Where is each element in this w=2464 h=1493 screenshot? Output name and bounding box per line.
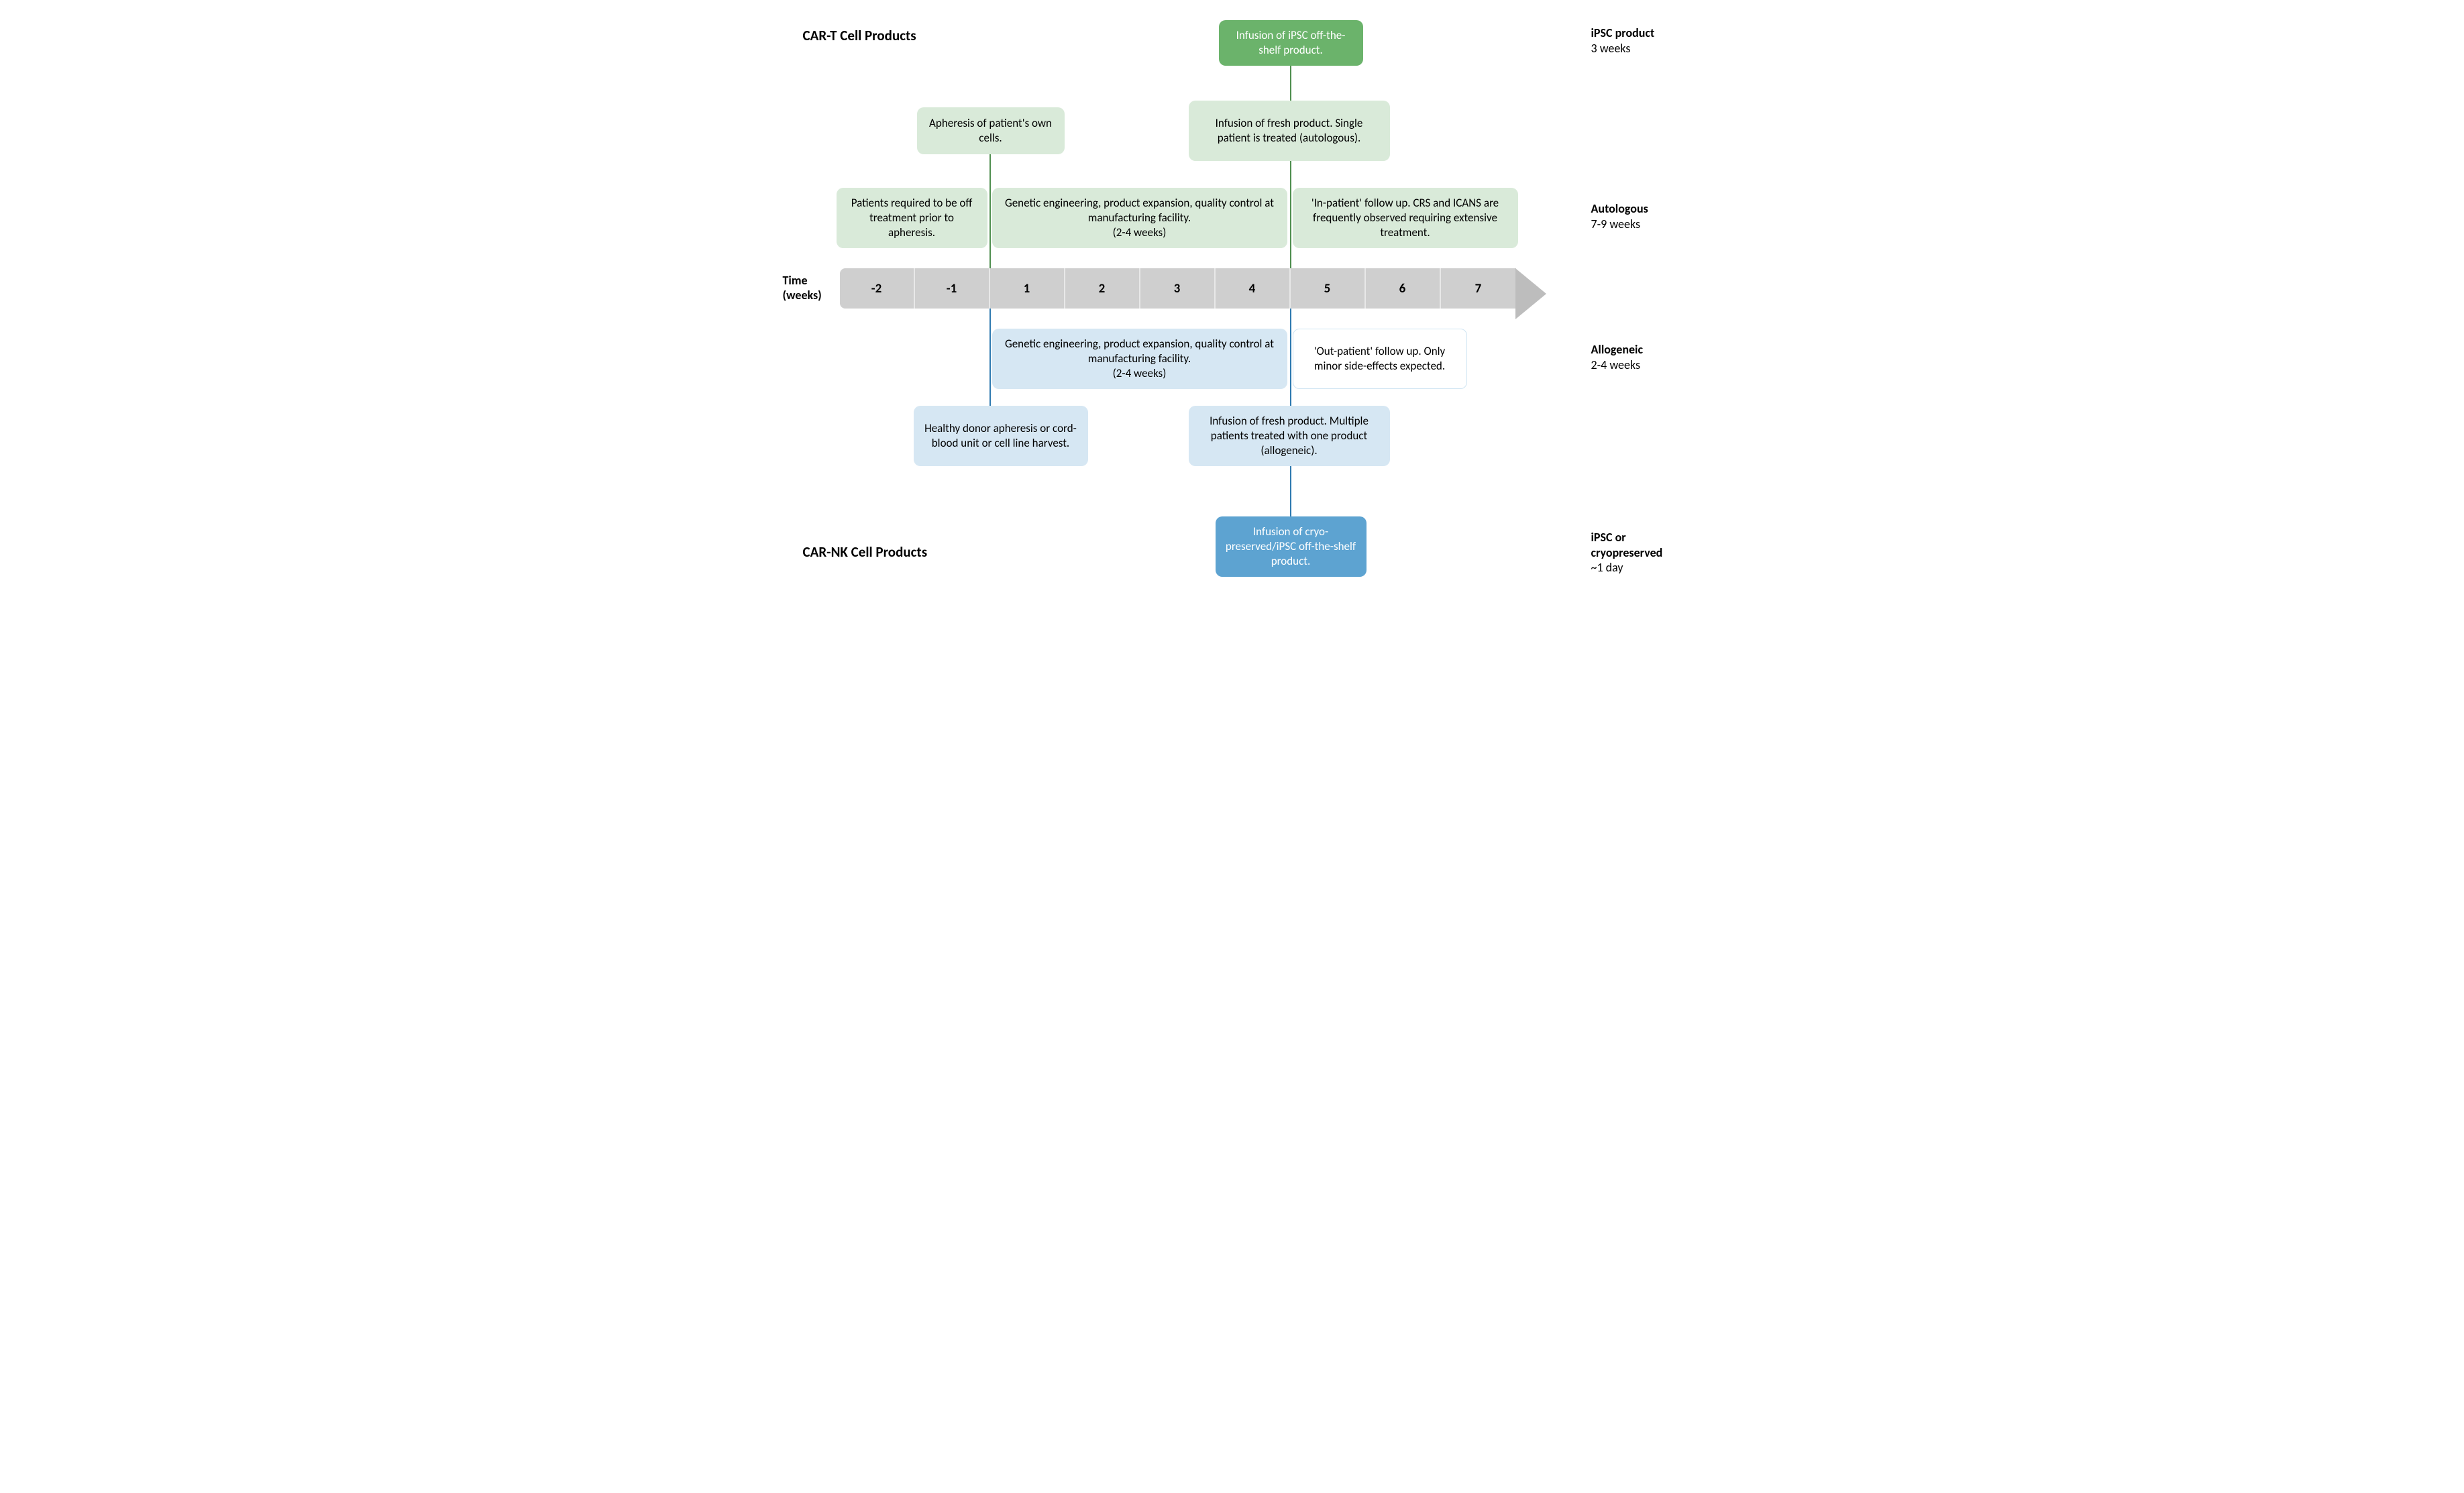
label-autologous-bold: Autologous xyxy=(1591,201,1648,216)
timeline-cell: 1 xyxy=(990,268,1065,309)
box-followup-carnk: 'Out-patient' follow up. Only minor side… xyxy=(1293,329,1467,389)
label-allogeneic-sub: 2-4 weeks xyxy=(1591,357,1641,372)
box-fresh-allogeneic: Infusion of fresh product. Multiple pati… xyxy=(1189,406,1390,466)
diagram-root: CAR-T Cell Products CAR-NK Cell Products… xyxy=(769,20,1695,590)
timeline-arrowhead xyxy=(1515,268,1546,319)
axis-label: Time (weeks) xyxy=(783,274,822,302)
title-car-t: CAR-T Cell Products xyxy=(803,27,916,44)
label-ipsc-cryo-sub: ~1 day xyxy=(1591,560,1623,575)
timeline-cell: 6 xyxy=(1366,268,1441,309)
box-donor: Healthy donor apheresis or cord-blood un… xyxy=(914,406,1088,466)
timeline-arrow: -2-11234567 xyxy=(840,268,1546,319)
label-ipsc-product-bold: iPSC product xyxy=(1591,25,1655,40)
timeline-cell: -2 xyxy=(840,268,915,309)
timeline-cell: 5 xyxy=(1291,268,1366,309)
box-apheresis: Apheresis of patient's own cells. xyxy=(917,107,1065,154)
label-allogeneic: Allogeneic 2-4 weeks xyxy=(1591,342,1644,372)
timeline-cell: 7 xyxy=(1441,268,1516,309)
box-ipsc-carnk: Infusion of cryo-preserved/iPSC off-the-… xyxy=(1216,516,1367,577)
timeline-cell: -1 xyxy=(915,268,990,309)
label-autologous: Autologous 7-9 weeks xyxy=(1591,201,1648,231)
label-ipsc-product-sub: 3 weeks xyxy=(1591,41,1631,56)
timeline-cell: 3 xyxy=(1140,268,1216,309)
label-ipsc-cryo-bold: iPSC or cryopreserved xyxy=(1591,530,1663,560)
timeline-cell: 4 xyxy=(1216,268,1291,309)
box-off-treatment: Patients required to be off treatment pr… xyxy=(837,188,987,248)
title-car-nk: CAR-NK Cell Products xyxy=(803,543,928,561)
label-autologous-sub: 7-9 weeks xyxy=(1591,217,1641,231)
timeline-cell: 2 xyxy=(1065,268,1140,309)
timeline-bar: -2-11234567 xyxy=(840,268,1516,309)
box-mfg-carnk: Genetic engineering, product expansion, … xyxy=(992,329,1287,389)
label-allogeneic-bold: Allogeneic xyxy=(1591,342,1644,357)
label-ipsc-cryo: iPSC or cryopreserved ~1 day xyxy=(1591,530,1692,575)
box-fresh-autologous: Infusion of fresh product. Single patien… xyxy=(1189,101,1390,161)
box-mfg-cart: Genetic engineering, product expansion, … xyxy=(992,188,1287,248)
box-ipsc-cart: Infusion of iPSC off-the-shelf product. xyxy=(1219,20,1363,66)
box-followup-cart: 'In-patient' follow up. CRS and ICANS ar… xyxy=(1293,188,1518,248)
label-ipsc-product: iPSC product 3 weeks xyxy=(1591,25,1655,56)
